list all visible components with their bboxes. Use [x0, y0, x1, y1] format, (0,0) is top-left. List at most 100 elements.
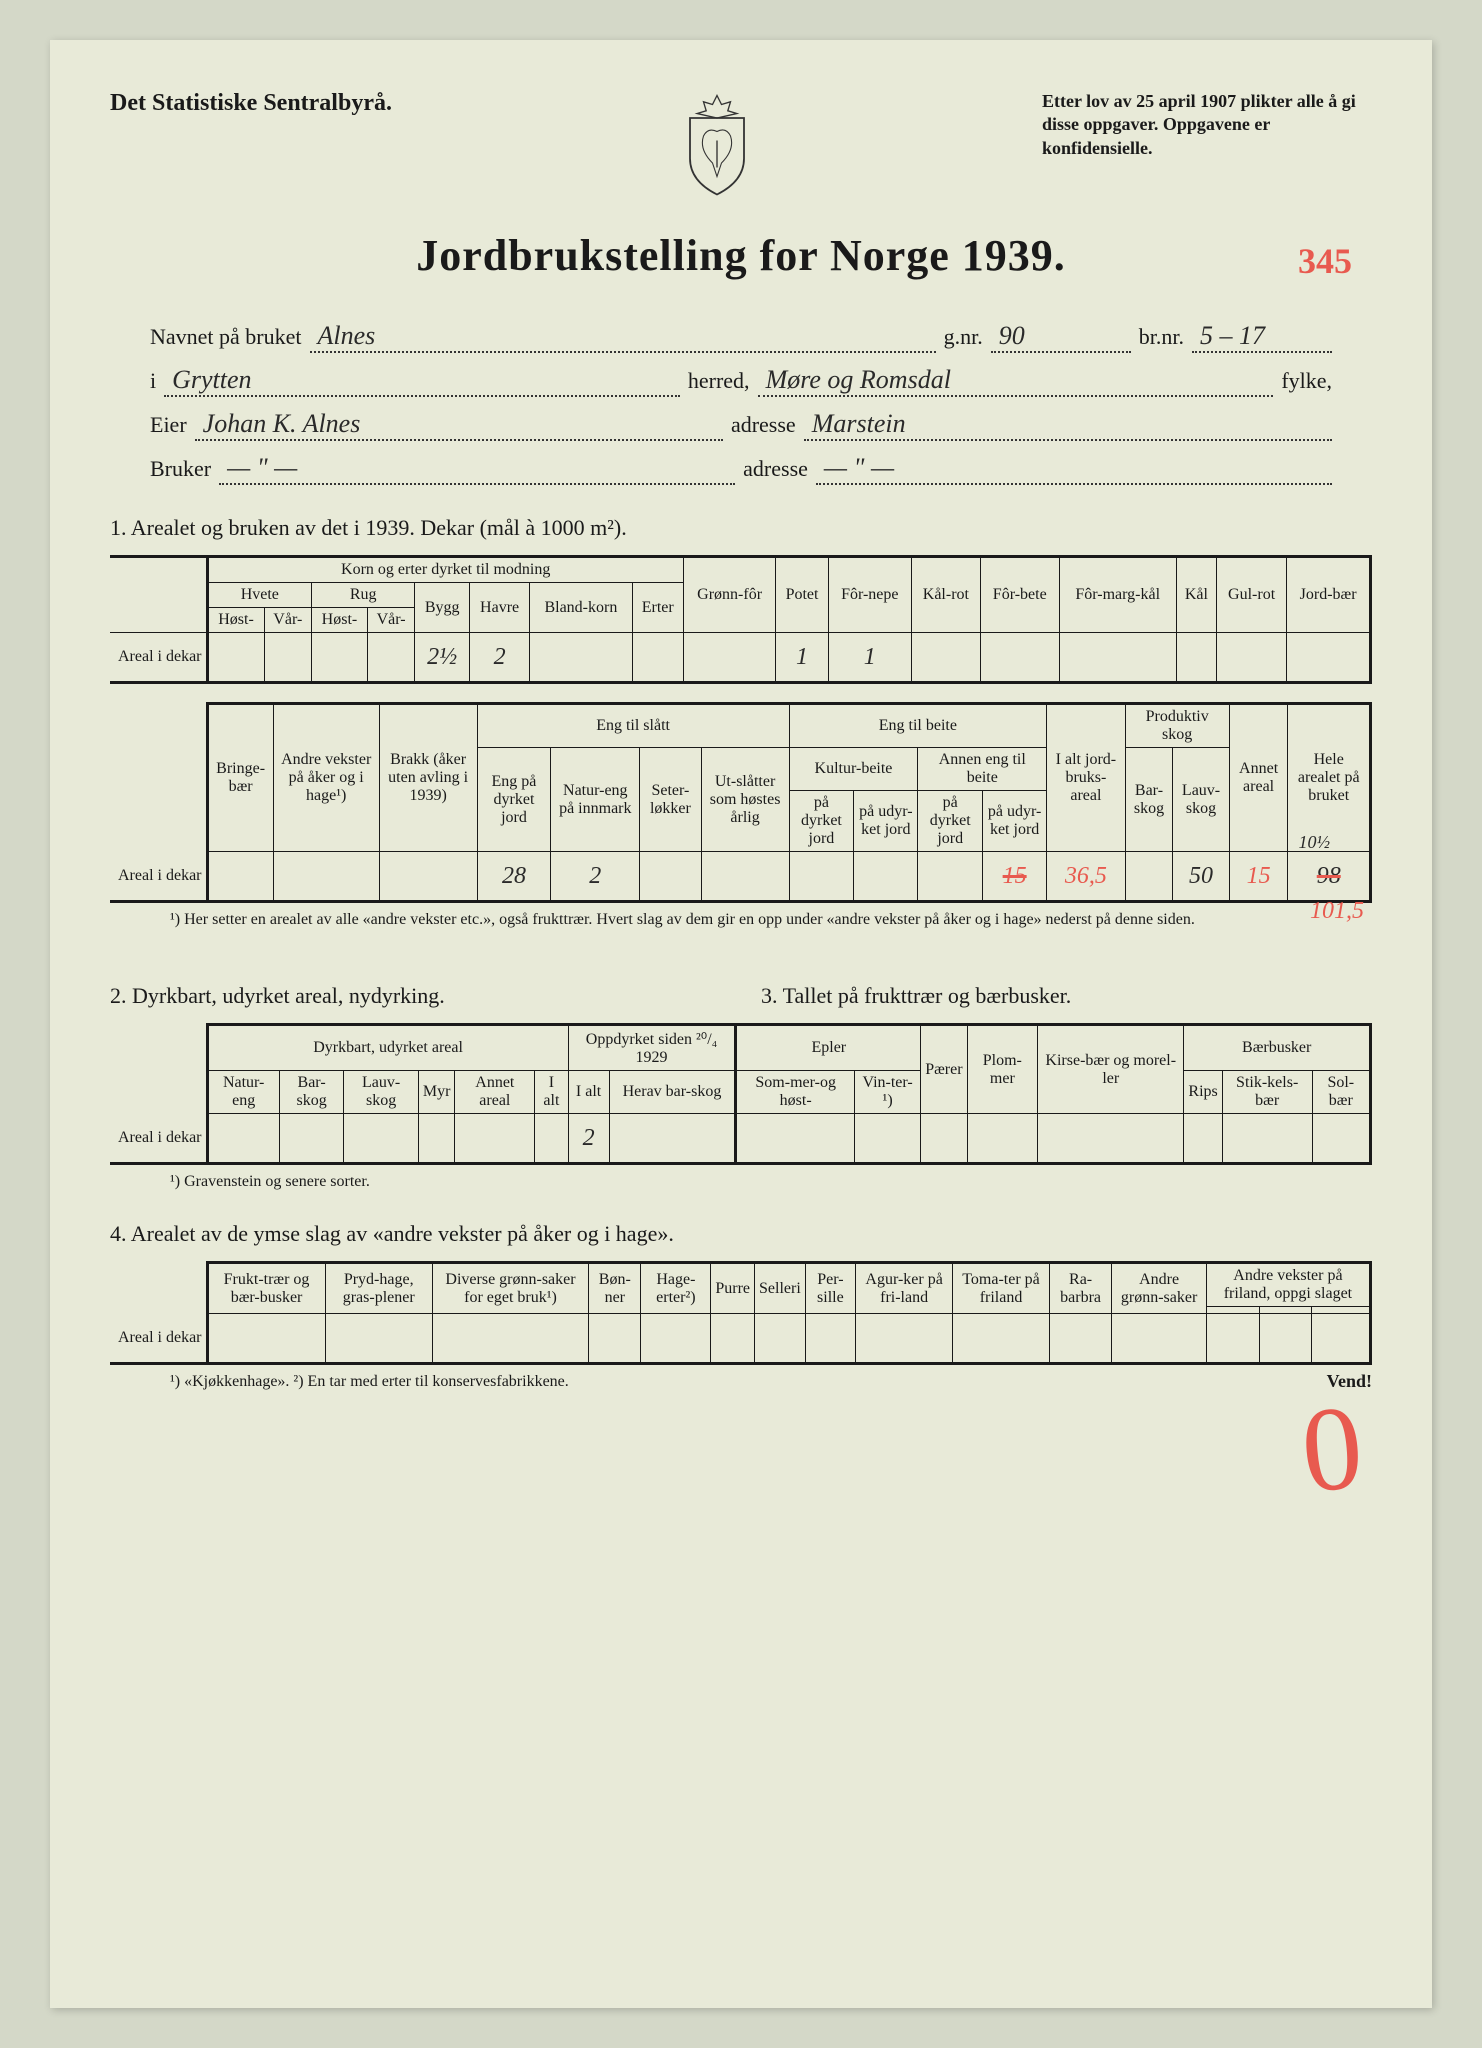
table-cell [789, 852, 854, 902]
footnote-1: ¹) Her setter en arealet av alle «andre … [170, 911, 1372, 929]
field-label: br.nr. [1139, 324, 1184, 350]
col-header: Frukt-trær og bær-busker [207, 1263, 325, 1314]
table-cell: 2 [568, 1114, 609, 1164]
page-title: Jordbrukstelling for Norge 1939. [110, 230, 1372, 281]
table-1a-grain: Korn og erter dyrket til modning Grønn-f… [110, 555, 1372, 684]
col-header: Plom-mer [967, 1025, 1038, 1114]
table-cell [1206, 1314, 1259, 1364]
row-label: Areal i dekar [110, 1314, 207, 1364]
col-header: Kultur-beite [789, 748, 918, 791]
section-2-title: 2. Dyrkbart, udyrket areal, nydyrking. [110, 983, 721, 1009]
field-label: Navnet på bruket [150, 324, 302, 350]
table-cell [432, 1314, 588, 1364]
col-header: Bærbusker [1184, 1025, 1371, 1071]
col-header: Lauv-skog [344, 1071, 418, 1114]
col-header: Hele arealet på bruket [1288, 704, 1371, 852]
col-header: Pærer [921, 1025, 967, 1114]
table-cell [953, 1314, 1050, 1364]
table-4: Frukt-trær og bær-busker Pryd-hage, gras… [110, 1261, 1372, 1365]
struck-value: 98 [1317, 863, 1341, 889]
table-cell: 36,5 [1047, 852, 1125, 902]
owner-field: Johan K. Alnes [195, 409, 723, 441]
col-header: Vin-ter-¹) [854, 1071, 920, 1114]
col-header: Andre grønn-saker [1112, 1263, 1206, 1314]
col-header: Kirse-bær og morel-ler [1038, 1025, 1184, 1114]
table-cell [1125, 852, 1173, 902]
table-cell [1217, 633, 1287, 683]
table-cell: 15 [1229, 852, 1288, 902]
table-cell [207, 1114, 279, 1164]
table-cell [640, 852, 701, 902]
table-cell [1206, 1307, 1259, 1314]
col-header: Natur-eng [207, 1071, 279, 1114]
col-header: Ra-barbra [1049, 1263, 1112, 1314]
col-header: Andre vekster på åker og i hage¹) [273, 704, 379, 852]
col-header: Fôr-nepe [828, 557, 911, 633]
table-cell [207, 852, 273, 902]
table-cell: 28 [477, 852, 551, 902]
col-header: I alt [535, 1071, 568, 1114]
table-cell [855, 1314, 952, 1364]
table-cell: 15 [983, 852, 1047, 902]
table-cell: 2½ [415, 633, 470, 683]
footnote-4: ¹) «Kjøkkenhage». ²) En tar med erter ti… [170, 1373, 569, 1392]
col-header: Ut-slåtter som høstes årlig [701, 748, 789, 852]
table-cell [967, 1114, 1038, 1164]
field-label: fylke, [1281, 368, 1332, 394]
row-label: Areal i dekar [110, 1114, 207, 1164]
col-header: Bringe-bær [207, 704, 273, 852]
table-cell [755, 1314, 806, 1364]
coat-of-arms-icon [672, 90, 762, 200]
county-field: Møre og Romsdal [758, 365, 1274, 397]
red-correction: 101,5 [1310, 898, 1364, 925]
table-cell [911, 633, 980, 683]
table-cell [921, 1114, 967, 1164]
col-header: Bygg [415, 583, 470, 633]
col-header: på dyrket jord [918, 791, 983, 852]
row-label: Areal i dekar [110, 852, 207, 902]
identification-form: Navnet på bruket Alnes g.nr. 90 br.nr. 5… [110, 321, 1372, 485]
table-cell [1112, 1314, 1206, 1364]
col-header: Sol-bær [1312, 1071, 1370, 1114]
table-1b-land: Bringe-bær Andre vekster på åker og i ha… [110, 702, 1372, 903]
col-header: Bar-skog [1125, 748, 1173, 852]
col-header: Annet areal [455, 1071, 535, 1114]
col-header: Havre [470, 583, 530, 633]
col-header: Myr [418, 1071, 455, 1114]
col-header: Kål [1176, 557, 1216, 633]
col-header: Herav bar-skog [609, 1071, 736, 1114]
table-cell [418, 1114, 455, 1164]
col-header: Rips [1184, 1071, 1222, 1114]
table-cell [455, 1114, 535, 1164]
col-header: Høst- [312, 608, 368, 633]
col-header: Eng til beite [789, 704, 1047, 748]
col-header: Kål-rot [911, 557, 980, 633]
col-header: Potet [776, 557, 828, 633]
correction-above: 10½ [1298, 832, 1330, 853]
table-cell [530, 633, 632, 683]
table-cell [1312, 1314, 1371, 1364]
document-page: Det Statistiske Sentralbyrå. Etter lov a… [50, 40, 1432, 2008]
col-header: Per-sille [805, 1263, 855, 1314]
col-header: Seter-løkker [640, 748, 701, 852]
gnr-field: 90 [991, 321, 1131, 353]
col-header: Vår- [264, 608, 312, 633]
table-cell [1176, 633, 1216, 683]
section-3-title: 3. Tallet på frukttrær og bærbusker. [761, 983, 1372, 1009]
field-label: Bruker [150, 456, 211, 482]
table-cell [279, 1114, 344, 1164]
table-cell [1259, 1307, 1312, 1314]
table-cell [1038, 1114, 1184, 1164]
col-header: Korn og erter dyrket til modning [207, 557, 683, 583]
table-cell: 1 [776, 633, 828, 683]
col-header: på udyr-ket jord [854, 791, 918, 852]
col-header: Høst- [207, 608, 264, 633]
col-header: I alt jord-bruks-areal [1047, 704, 1125, 852]
col-header: Annet areal [1229, 704, 1288, 852]
field-label: g.nr. [944, 324, 983, 350]
col-header: Annen eng til beite [918, 748, 1047, 791]
table-cell [1184, 1114, 1222, 1164]
table-cell: 50 [1173, 852, 1229, 902]
col-header: Oppdyrket siden ²⁰/₄ 1929 [568, 1025, 736, 1071]
table-cell [609, 1114, 736, 1164]
